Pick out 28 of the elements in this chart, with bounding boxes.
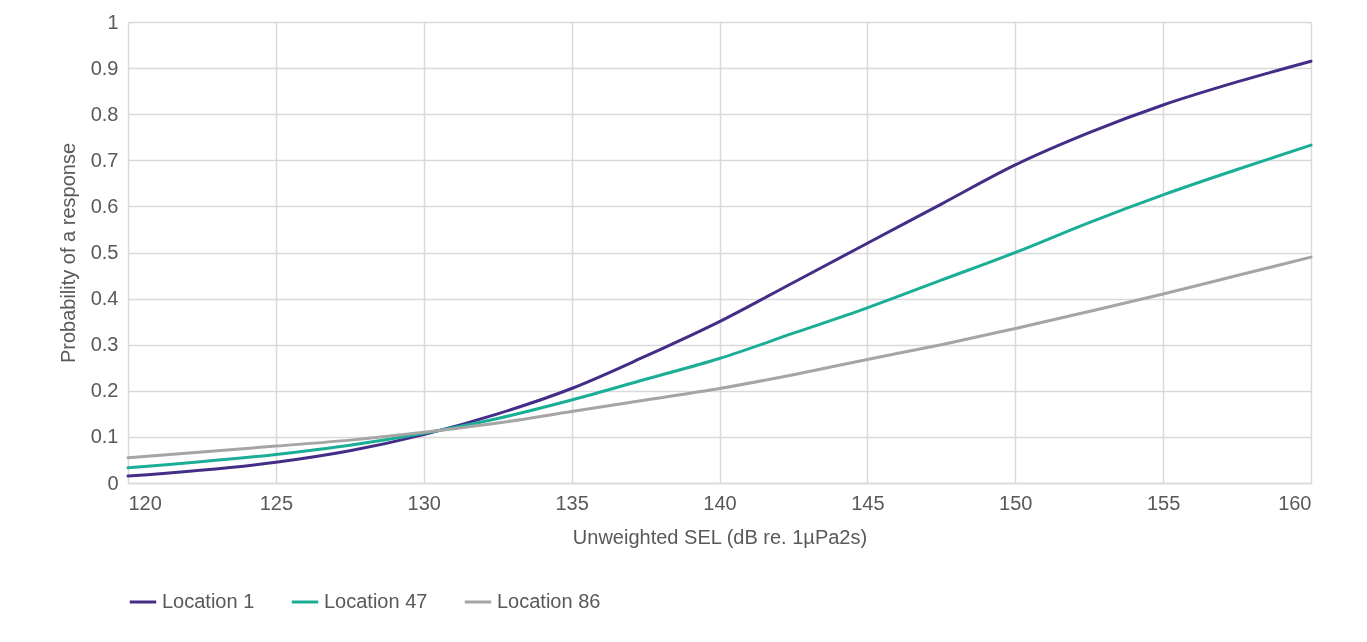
y-tick-label: 0.1 [90, 425, 119, 448]
x-tick-label: 120 [128, 491, 162, 514]
x-tick-label: 145 [851, 491, 885, 514]
y-tick-label: 0.5 [90, 241, 119, 263]
line-series [126, 59, 1313, 478]
x-tick-label: 130 [407, 491, 441, 514]
y-tick-label: 0.8 [90, 102, 119, 125]
legend-label: Location 86 [497, 590, 601, 612]
legend-label: Location 47 [324, 590, 428, 612]
y-tick-label: 0.6 [90, 194, 119, 217]
line-series [126, 255, 1313, 460]
x-tick-label: 135 [555, 491, 589, 514]
legend-label: Location 1 [162, 590, 255, 612]
y-tick-label: 0.7 [90, 148, 119, 171]
x-tick-label: 155 [1146, 491, 1181, 514]
line-series [126, 143, 1313, 470]
x-tick-label: 150 [999, 491, 1033, 514]
y-tick-label: 0.4 [90, 287, 119, 310]
y-tick-label: 0 [107, 471, 119, 494]
x-tick-label: 140 [703, 491, 737, 514]
y-tick-label: 0.2 [90, 379, 119, 402]
y-tick-label: 1 [107, 10, 119, 33]
x-axis-title: Unweighted SEL (dB re. 1µPa2s) [572, 525, 868, 548]
y-axis-title: Probability of a response [56, 142, 79, 364]
x-tick-label: 160 [1278, 491, 1312, 514]
x-tick-label: 125 [259, 491, 294, 514]
y-tick-label: 0.9 [90, 56, 119, 79]
y-tick-label: 0.3 [90, 333, 119, 356]
